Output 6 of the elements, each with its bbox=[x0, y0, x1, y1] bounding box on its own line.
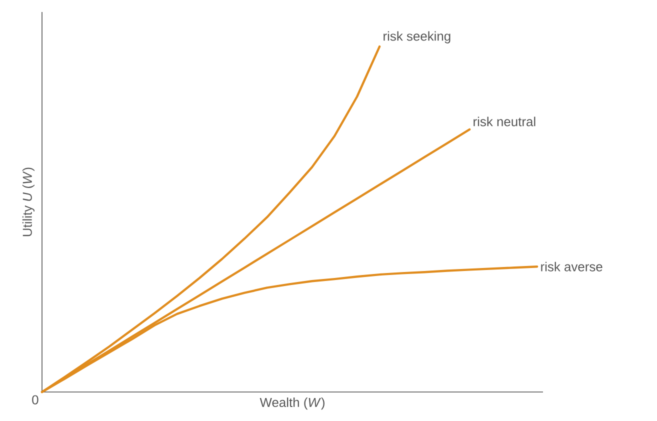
series-label: risk averse bbox=[541, 262, 602, 272]
x-axis-title: Wealth (W) bbox=[260, 398, 324, 410]
series-label: risk seeking bbox=[384, 31, 450, 44]
series-label: risk neutral bbox=[474, 116, 536, 126]
y-axis-title: Utility U (W) bbox=[22, 168, 34, 236]
text: 0 bbox=[32, 395, 38, 404]
